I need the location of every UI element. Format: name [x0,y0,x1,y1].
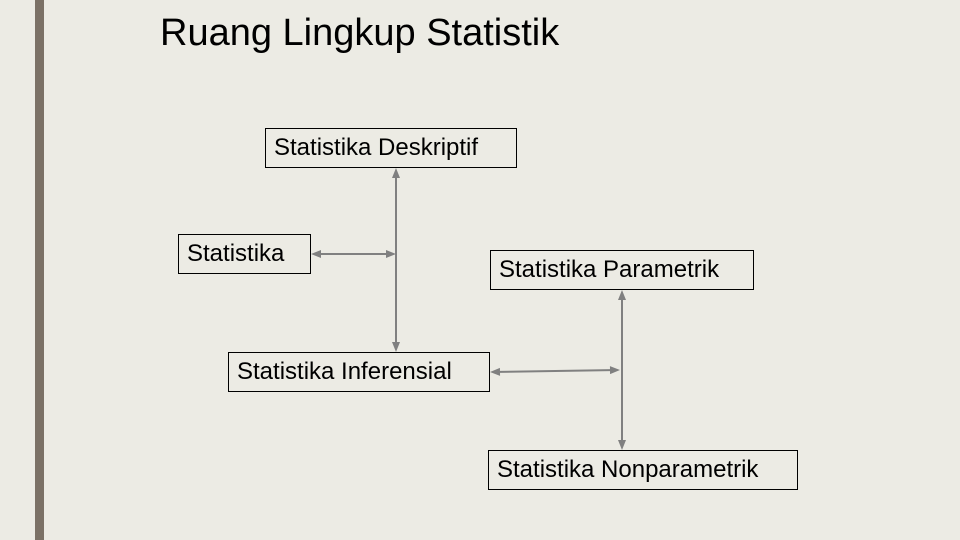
node-statistika: Statistika [178,234,311,274]
node-label: Statistika Nonparametrik [497,456,758,484]
node-parametrik: Statistika Parametrik [490,250,754,290]
slide: Ruang Lingkup Statistik Statistika Deskr… [0,0,960,540]
node-label: Statistika Inferensial [237,358,452,386]
side-accent-bar [35,0,44,540]
node-nonparametrik: Statistika Nonparametrik [488,450,798,490]
connectors-layer [0,0,960,540]
node-label: Statistika Deskriptif [274,134,478,162]
node-deskriptif: Statistika Deskriptif [265,128,517,168]
node-label: Statistika Parametrik [499,256,719,284]
node-inferensial: Statistika Inferensial [228,352,490,392]
node-label: Statistika [187,240,284,268]
slide-title: Ruang Lingkup Statistik [160,12,559,55]
